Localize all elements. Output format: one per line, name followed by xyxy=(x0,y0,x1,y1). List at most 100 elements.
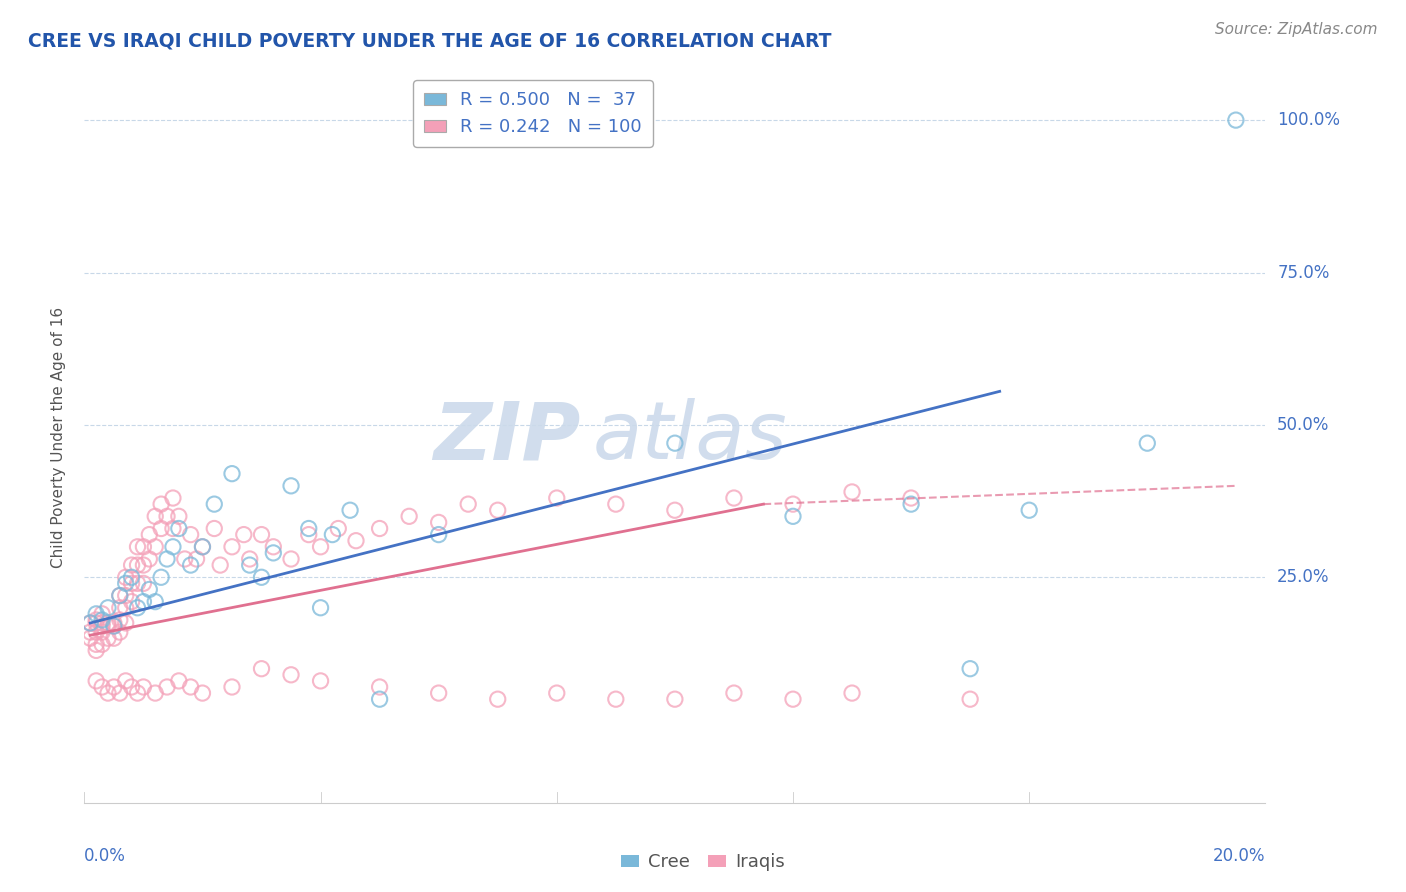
Point xyxy=(546,491,568,505)
Point xyxy=(132,540,155,554)
Point xyxy=(162,491,184,505)
Point xyxy=(605,692,627,706)
Point xyxy=(280,667,302,682)
Point xyxy=(250,527,273,541)
Point xyxy=(132,558,155,573)
Point xyxy=(309,540,332,554)
Point xyxy=(664,503,686,517)
Point xyxy=(298,527,321,541)
Point xyxy=(121,680,143,694)
Point xyxy=(180,680,202,694)
Point xyxy=(138,527,160,541)
Point xyxy=(959,662,981,676)
Point xyxy=(103,615,125,630)
Point xyxy=(841,686,863,700)
Point xyxy=(232,527,254,541)
Point xyxy=(191,540,214,554)
Point xyxy=(108,589,131,603)
Text: 25.0%: 25.0% xyxy=(1277,568,1330,586)
Legend: Cree, Iraqis: Cree, Iraqis xyxy=(614,847,792,879)
Point xyxy=(298,521,321,535)
Point xyxy=(84,615,107,630)
Point xyxy=(1018,503,1040,517)
Point xyxy=(221,680,243,694)
Point xyxy=(280,552,302,566)
Point xyxy=(156,552,179,566)
Point xyxy=(103,632,125,646)
Point xyxy=(457,497,479,511)
Point xyxy=(167,509,190,524)
Point xyxy=(114,600,136,615)
Point xyxy=(328,521,350,535)
Point xyxy=(97,619,120,633)
Point xyxy=(97,615,120,630)
Point xyxy=(167,521,190,535)
Point xyxy=(150,570,173,584)
Point xyxy=(138,552,160,566)
Point xyxy=(191,540,214,554)
Point xyxy=(664,436,686,450)
Point xyxy=(114,673,136,688)
Point xyxy=(79,632,101,646)
Point xyxy=(368,680,391,694)
Point xyxy=(167,673,190,688)
Point xyxy=(79,625,101,640)
Point xyxy=(91,607,114,621)
Point xyxy=(321,527,343,541)
Point xyxy=(1225,113,1247,128)
Text: 20.0%: 20.0% xyxy=(1213,847,1265,864)
Point xyxy=(162,521,184,535)
Point xyxy=(121,576,143,591)
Point xyxy=(262,546,284,560)
Point xyxy=(150,521,173,535)
Y-axis label: Child Poverty Under the Age of 16: Child Poverty Under the Age of 16 xyxy=(51,307,66,567)
Point xyxy=(79,615,101,630)
Point xyxy=(143,540,166,554)
Text: 100.0%: 100.0% xyxy=(1277,112,1340,129)
Point xyxy=(108,589,131,603)
Point xyxy=(221,467,243,481)
Point xyxy=(191,686,214,700)
Point xyxy=(900,491,922,505)
Point xyxy=(114,615,136,630)
Point xyxy=(91,619,114,633)
Point xyxy=(209,558,232,573)
Point xyxy=(605,497,627,511)
Point xyxy=(202,521,225,535)
Point xyxy=(239,558,262,573)
Point xyxy=(79,615,101,630)
Point xyxy=(114,589,136,603)
Text: 75.0%: 75.0% xyxy=(1277,263,1330,282)
Point xyxy=(108,600,131,615)
Point xyxy=(108,613,131,627)
Point xyxy=(368,521,391,535)
Text: atlas: atlas xyxy=(592,398,787,476)
Point xyxy=(127,576,149,591)
Text: ZIP: ZIP xyxy=(433,398,581,476)
Text: 50.0%: 50.0% xyxy=(1277,416,1330,434)
Point xyxy=(114,576,136,591)
Point xyxy=(121,558,143,573)
Point xyxy=(127,558,149,573)
Point xyxy=(782,509,804,524)
Point xyxy=(250,662,273,676)
Point xyxy=(103,619,125,633)
Point xyxy=(91,637,114,651)
Point xyxy=(143,509,166,524)
Point xyxy=(121,595,143,609)
Point xyxy=(127,686,149,700)
Legend: R = 0.500   N =  37, R = 0.242   N = 100: R = 0.500 N = 37, R = 0.242 N = 100 xyxy=(413,80,652,147)
Point xyxy=(309,600,332,615)
Point xyxy=(1136,436,1159,450)
Point xyxy=(97,632,120,646)
Point xyxy=(108,686,131,700)
Point xyxy=(108,625,131,640)
Point xyxy=(84,673,107,688)
Point xyxy=(91,680,114,694)
Point xyxy=(173,552,195,566)
Point xyxy=(427,527,450,541)
Point xyxy=(132,595,155,609)
Text: CREE VS IRAQI CHILD POVERTY UNDER THE AGE OF 16 CORRELATION CHART: CREE VS IRAQI CHILD POVERTY UNDER THE AG… xyxy=(28,31,831,50)
Point xyxy=(132,680,155,694)
Point xyxy=(114,570,136,584)
